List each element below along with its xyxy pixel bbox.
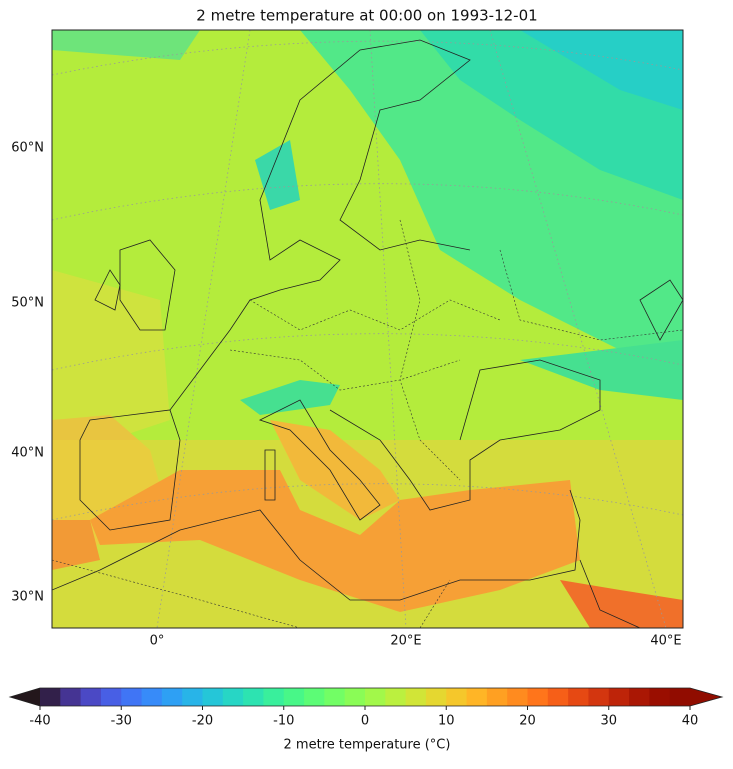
colorbar-tick-label: 20 (519, 714, 536, 729)
colorbar-band (80, 688, 102, 706)
colorbar-band (608, 688, 630, 706)
graticule (156, 30, 251, 628)
lon-label: 0° (150, 634, 165, 649)
coastline (264, 449, 276, 501)
colorbar-band (263, 688, 285, 706)
colorbar-tick-label: 0 (361, 714, 369, 729)
graticule (52, 183, 683, 221)
title: 2 metre temperature at 00:00 on 1993-12-… (196, 7, 537, 25)
border (399, 219, 461, 481)
colorbar-extend (10, 688, 40, 706)
temperature-zone (240, 380, 340, 415)
colorbar-band (486, 688, 508, 706)
colorbar-band (405, 688, 427, 706)
colorbar-band (324, 688, 346, 706)
colorbar-band (649, 688, 671, 706)
colorbar-band (669, 688, 691, 706)
colorbar-band (202, 688, 224, 706)
graticule (489, 30, 667, 628)
coastline (79, 409, 181, 531)
temperature-zone (520, 30, 683, 110)
map-frame (51, 29, 684, 629)
lat-label: 60°N (11, 141, 44, 156)
temperature-zone (52, 270, 170, 440)
colorbar-band (527, 688, 549, 706)
colorbar-band (283, 688, 305, 706)
temperature-zone (270, 420, 400, 520)
temperature-zone (52, 520, 100, 570)
colorbar-tick-label: -20 (192, 714, 213, 729)
border (229, 349, 461, 391)
coastline (169, 39, 471, 411)
colorbar-band (425, 688, 447, 706)
graticule (52, 333, 683, 371)
graticule (52, 483, 683, 521)
border (499, 249, 683, 341)
coastline (579, 559, 641, 628)
colorbar-band (629, 688, 650, 706)
colorbar-band (182, 688, 203, 706)
colorbar-band (344, 688, 366, 706)
graticule (369, 30, 407, 628)
colorbar-tick-label: 40 (682, 714, 699, 729)
colorbar-band (121, 688, 143, 706)
colorbar-band (100, 688, 122, 706)
colorbar-band (446, 688, 468, 706)
lon-label: 20°E (390, 634, 421, 649)
colorbar-tick-label: -30 (111, 714, 132, 729)
colorbar-tick-label: -40 (29, 714, 50, 729)
coastline (639, 279, 683, 341)
map (52, 30, 683, 628)
coastline (119, 239, 176, 331)
lat-label: 30°N (11, 590, 44, 605)
colorbar-tick-label: 30 (600, 714, 617, 729)
colorbar-band (304, 688, 325, 706)
colorbar-tick-label: -10 (273, 714, 294, 729)
lat-label: 40°N (11, 446, 44, 461)
colorbar-band (141, 688, 163, 706)
graticule (52, 40, 683, 76)
lat-label: 50°N (11, 296, 44, 311)
coastline (258, 399, 381, 521)
colorbar-tick-label: 10 (438, 714, 455, 729)
lon-label: 40°E (650, 634, 681, 649)
colorbar-band (60, 688, 82, 706)
colorbar-band (466, 688, 488, 706)
colorbar-band (588, 688, 610, 706)
border (52, 559, 451, 628)
colorbar-band (243, 688, 264, 706)
colorbar-band (568, 688, 589, 706)
temperature-zone (255, 140, 300, 210)
colorbar-label: 2 metre temperature (°C) (284, 738, 451, 753)
colorbar-band (507, 688, 528, 706)
colorbar-band (547, 688, 569, 706)
coastline (329, 359, 601, 511)
coastline (52, 489, 581, 601)
colorbar-band (385, 688, 407, 706)
colorbar-extend (690, 688, 722, 706)
temperature-zone (90, 470, 580, 612)
temperature-zone (52, 30, 200, 60)
temperature-zone (520, 340, 683, 400)
colorbar-band (40, 688, 61, 706)
border (249, 299, 501, 331)
colorbar: -40 -30 -20 -10 0 10 20 30 40 (8, 687, 724, 729)
temperature-zone (560, 580, 683, 628)
colorbar-band (222, 688, 244, 706)
colorbar-band (161, 688, 183, 706)
coastline (94, 269, 121, 311)
colorbar-band (365, 688, 386, 706)
